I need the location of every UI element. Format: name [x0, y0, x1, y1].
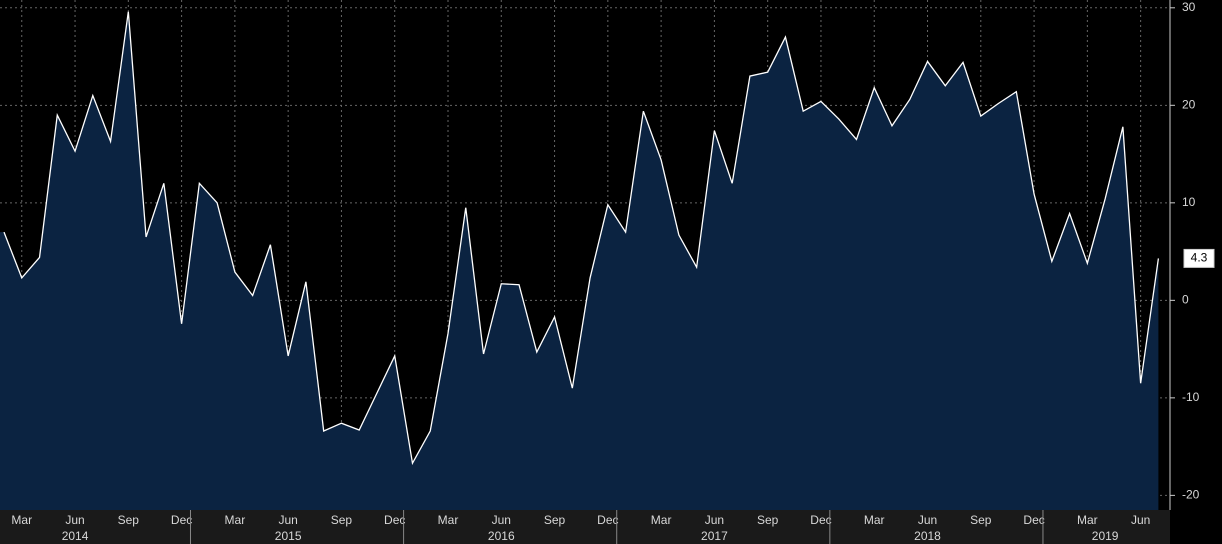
x-tick-label: Dec [384, 513, 405, 527]
x-axis-band [0, 510, 1170, 544]
x-tick-label: Dec [597, 513, 618, 527]
x-tick-label: Jun [918, 513, 937, 527]
x-tick-label: Jun [1131, 513, 1150, 527]
year-label: 2014 [62, 529, 89, 543]
y-tick-label: 30 [1182, 0, 1196, 14]
last-value-label: 4.3 [1191, 251, 1208, 265]
x-tick-label: Sep [118, 513, 140, 527]
y-tick-label: 0 [1182, 293, 1189, 307]
x-tick-label: Mar [651, 513, 672, 527]
x-tick-label: Dec [1023, 513, 1044, 527]
x-tick-label: Jun [705, 513, 724, 527]
year-label: 2019 [1092, 529, 1119, 543]
x-tick-label: Sep [970, 513, 992, 527]
x-tick-label: Sep [544, 513, 566, 527]
line [3, 11, 1160, 466]
x-tick-label: Dec [171, 513, 192, 527]
y-tick-label: 20 [1182, 97, 1196, 111]
y-tick-label: -20 [1182, 488, 1200, 502]
year-label: 2018 [914, 529, 941, 543]
x-tick-label: Mar [1077, 513, 1098, 527]
x-tick-label: Sep [331, 513, 353, 527]
last-value-box [1183, 248, 1215, 268]
x-tick-label: Sep [757, 513, 779, 527]
x-tick-label: Mar [11, 513, 32, 527]
year-label: 2015 [275, 529, 302, 543]
area-fill [0, 11, 1159, 510]
y-tick-label: 10 [1182, 195, 1196, 209]
x-tick-label: Mar [225, 513, 246, 527]
year-label: 2016 [488, 529, 515, 543]
x-tick-label: Dec [810, 513, 831, 527]
x-tick-label: Jun [65, 513, 84, 527]
year-label: 2017 [701, 529, 728, 543]
x-tick-label: Jun [492, 513, 511, 527]
y-tick-label: -10 [1182, 390, 1200, 404]
x-tick-label: Mar [864, 513, 885, 527]
x-tick-label: Jun [278, 513, 297, 527]
x-tick-label: Mar [438, 513, 459, 527]
